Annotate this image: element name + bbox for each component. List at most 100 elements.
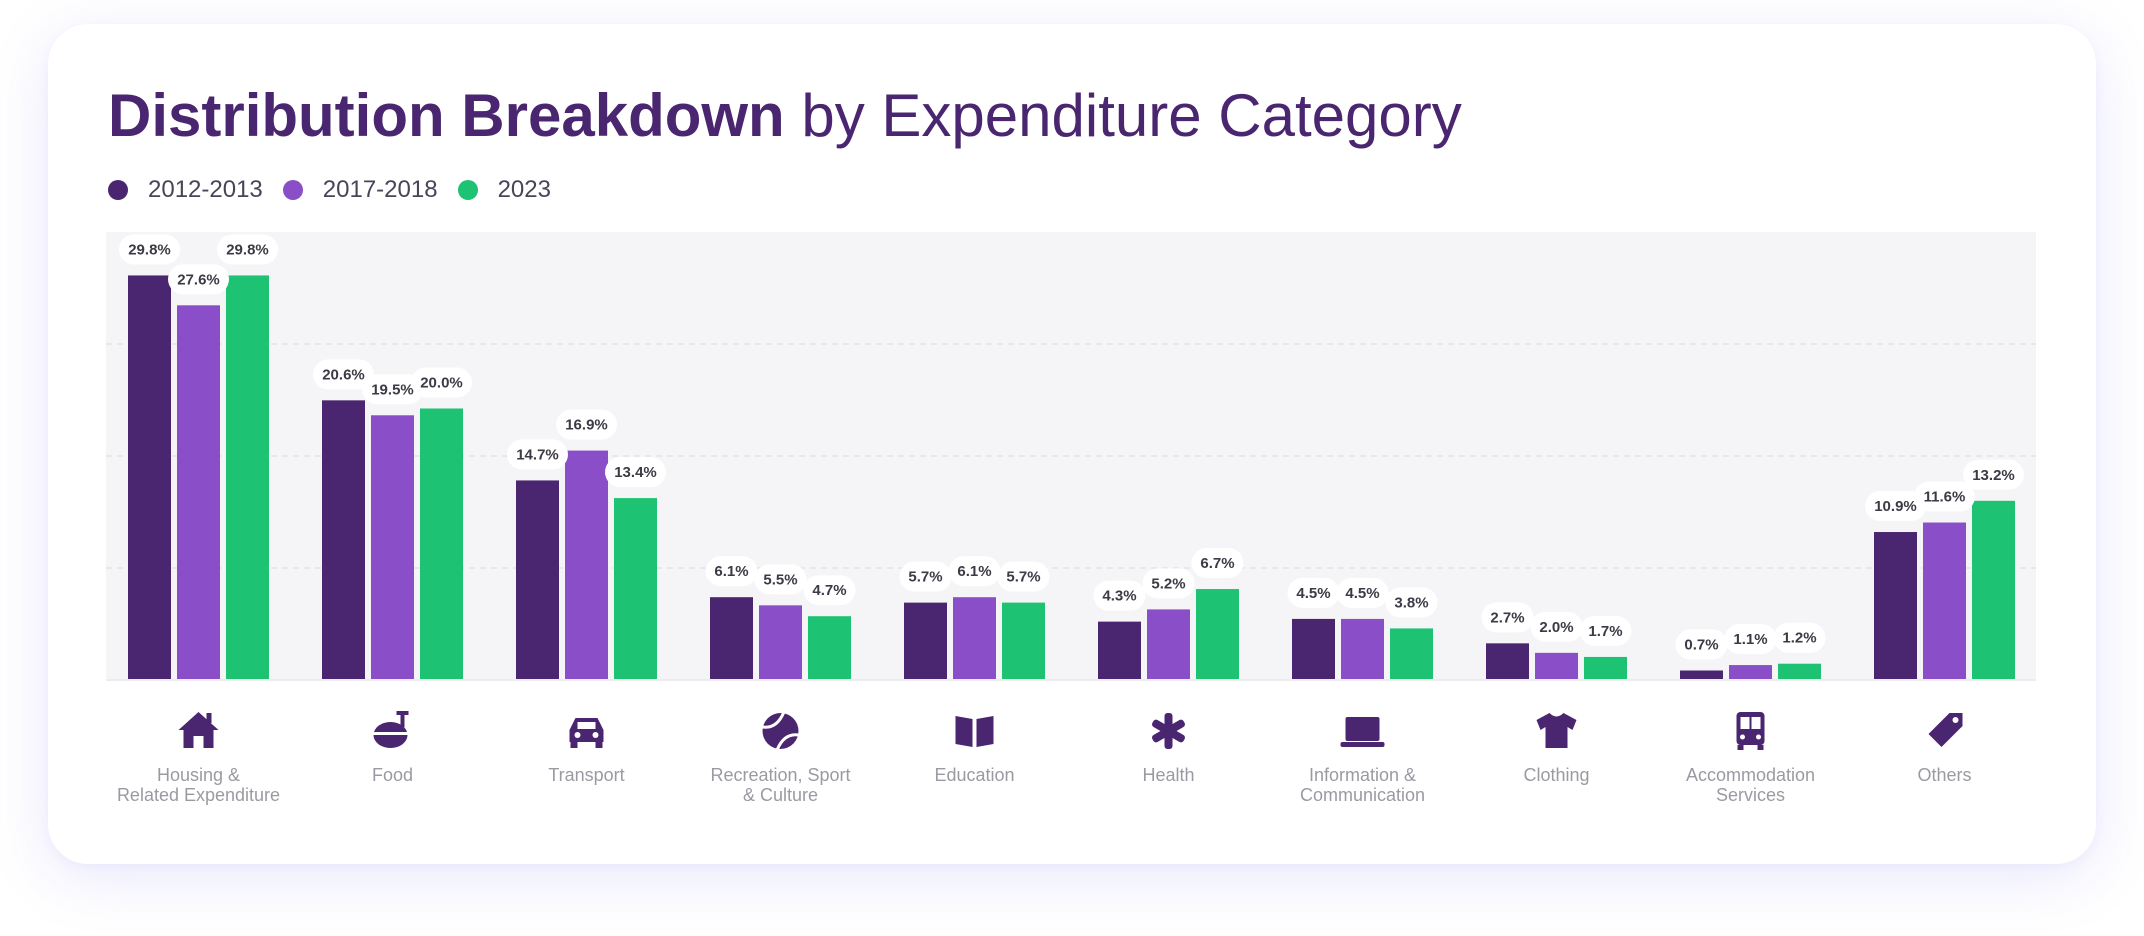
bar-5-2 [1196, 589, 1239, 680]
data-label-bg-8-0 [1675, 629, 1728, 660]
bar-9-0 [1874, 532, 1917, 680]
data-label-bg-8-1 [1724, 624, 1777, 655]
data-label-bg-7-1 [1530, 611, 1583, 642]
data-label-bg-4-2 [997, 561, 1050, 592]
legend-item-2023: 2023 [457, 176, 551, 204]
ball-icon [762, 712, 799, 750]
data-label-8-1: 1.1% [1733, 631, 1767, 648]
bar-3-2 [808, 616, 851, 680]
data-label-3-1: 5.5% [763, 571, 797, 588]
tshirt-icon [1536, 713, 1577, 748]
bar-4-1 [953, 597, 996, 680]
data-label-bg-2-0 [507, 439, 568, 470]
data-label-bg-1-2 [411, 367, 472, 398]
legend-item-2012-2013: 2012-2013 [108, 176, 263, 204]
category-label-4-0: Education [934, 765, 1014, 785]
legend-label-2017-2018: 2017-2018 [322, 176, 438, 203]
data-label-4-2: 5.7% [1006, 569, 1040, 586]
bar-4-2 [1002, 602, 1045, 680]
bar-9-2 [1972, 500, 2015, 680]
bar-7-1 [1535, 652, 1578, 680]
food-icon [372, 711, 409, 748]
data-label-9-1: 11.6% [1924, 489, 1966, 506]
data-label-4-1: 6.1% [957, 563, 991, 580]
data-label-8-2: 1.2% [1782, 630, 1816, 647]
data-label-0-1: 27.6% [177, 271, 220, 288]
data-label-6-1: 4.5% [1345, 585, 1379, 602]
data-label-0-0: 29.8% [128, 241, 171, 258]
laptop-icon [1340, 717, 1385, 747]
data-label-7-0: 2.7% [1490, 609, 1524, 626]
chart-title-rest: by Expenditure Category [784, 82, 1462, 149]
data-label-2-0: 14.7% [516, 446, 559, 463]
bar-4-0 [904, 602, 947, 680]
data-label-bg-9-1 [1914, 481, 1975, 512]
data-label-bg-0-1 [168, 264, 229, 295]
category-label-3-0: Recreation, Sport [710, 765, 850, 785]
car-icon [569, 718, 604, 748]
category-label-6-1: Communication [1300, 785, 1425, 805]
data-label-bg-3-1 [754, 564, 807, 595]
chart-title: Distribution Breakdown by Expenditure Ca… [108, 80, 1462, 152]
bar-1-1 [371, 415, 414, 680]
data-label-bg-5-0 [1093, 580, 1146, 611]
bar-5-1 [1147, 609, 1190, 680]
category-label-0-1: Related Expenditure [117, 785, 280, 805]
data-label-bg-6-0 [1287, 577, 1340, 608]
category-label-6-0: Information & [1309, 765, 1416, 785]
bar-0-2 [226, 275, 269, 680]
bar-1-0 [322, 400, 365, 680]
bar-0-1 [177, 305, 220, 680]
data-label-8-0: 0.7% [1684, 636, 1718, 653]
data-label-bg-2-2 [605, 457, 666, 488]
bar-0-0 [128, 275, 171, 680]
data-label-bg-3-0 [705, 556, 758, 587]
category-label-7-0: Clothing [1523, 765, 1589, 785]
legend: 2012-2013 2017-2018 2023 [108, 174, 551, 206]
data-label-1-1: 19.5% [371, 381, 414, 398]
house-icon [178, 712, 219, 748]
legend-swatch-2012-2013 [108, 180, 128, 200]
data-label-bg-0-2 [217, 234, 278, 265]
data-label-bg-2-1 [556, 409, 617, 440]
bar-8-1 [1729, 665, 1772, 680]
data-label-bg-9-0 [1865, 491, 1926, 522]
data-label-6-0: 4.5% [1296, 585, 1330, 602]
data-label-2-1: 16.9% [565, 417, 608, 434]
data-label-bg-1-1 [362, 374, 423, 405]
bar-1-2 [420, 408, 463, 680]
data-label-7-2: 1.7% [1588, 623, 1622, 640]
data-label-5-1: 5.2% [1151, 575, 1185, 592]
data-label-bg-3-2 [803, 575, 856, 606]
data-label-bg-9-2 [1963, 459, 2024, 490]
data-label-bg-5-2 [1191, 548, 1244, 579]
category-label-1-0: Food [372, 765, 413, 785]
data-label-7-1: 2.0% [1539, 619, 1573, 636]
bar-3-0 [710, 597, 753, 680]
data-label-2-2: 13.4% [614, 464, 657, 481]
data-label-5-2: 6.7% [1200, 555, 1234, 572]
bar-8-0 [1680, 670, 1723, 680]
data-label-bg-7-2 [1579, 615, 1632, 646]
data-label-4-0: 5.7% [908, 569, 942, 586]
category-label-0-0: Housing & [157, 765, 240, 785]
data-label-5-0: 4.3% [1102, 588, 1136, 605]
data-label-bg-1-0 [313, 359, 374, 390]
bar-3-1 [759, 605, 802, 680]
bar-9-1 [1923, 522, 1966, 680]
data-label-bg-6-1 [1336, 577, 1389, 608]
category-label-9-0: Others [1917, 765, 1971, 785]
data-label-bg-6-2 [1385, 587, 1438, 618]
legend-label-2012-2013: 2012-2013 [148, 176, 263, 203]
bar-7-0 [1486, 643, 1529, 680]
legend-swatch-2023 [457, 180, 478, 200]
book-icon [955, 716, 994, 747]
bar-2-1 [565, 450, 608, 680]
category-label-8-0: Accommodation [1686, 765, 1815, 785]
data-label-3-2: 4.7% [812, 582, 846, 599]
legend-swatch-2017-2018 [282, 180, 303, 200]
bar-2-2 [614, 498, 657, 680]
category-label-3-1: & Culture [743, 785, 818, 805]
tag-icon [1928, 713, 1963, 747]
